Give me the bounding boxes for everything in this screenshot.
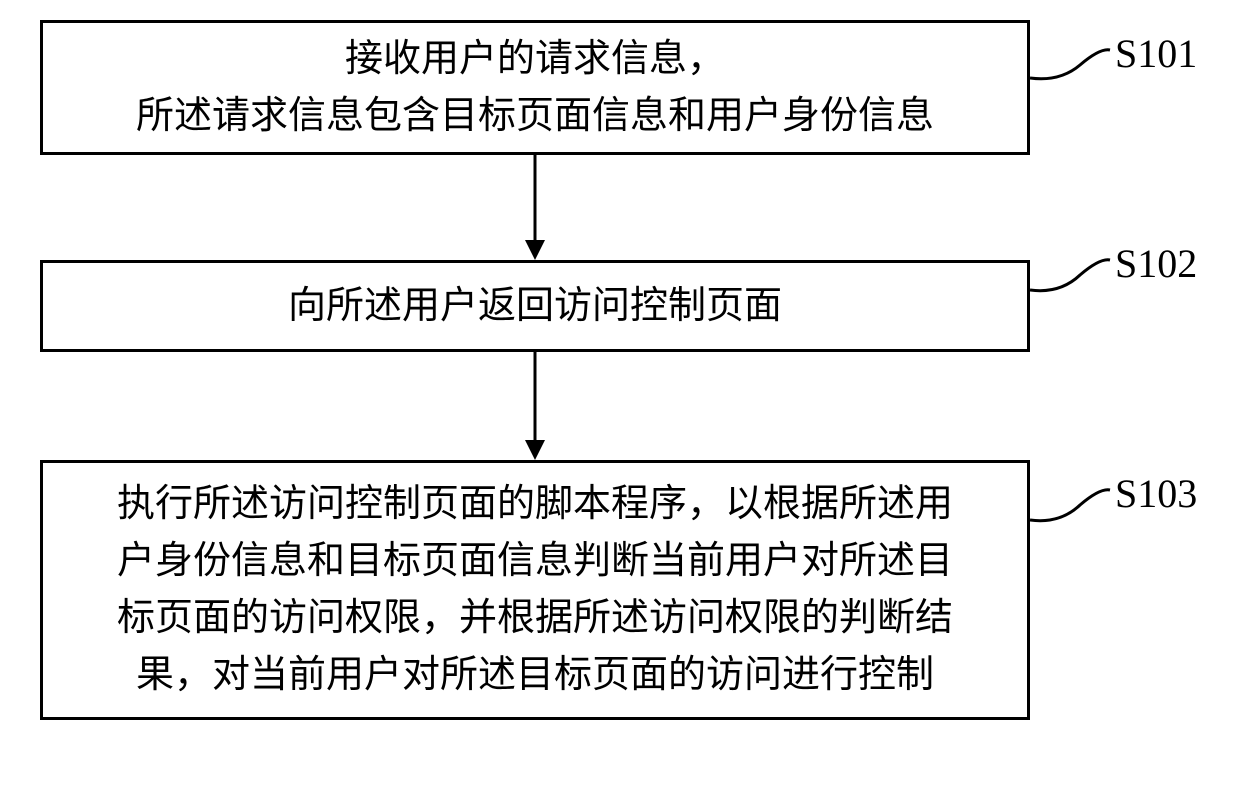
step-3-line-3: 标页面的访问权限，并根据所述访问权限的判断结 <box>117 590 953 647</box>
arrow-1 <box>520 155 550 263</box>
step-1-line-1: 接收用户的请求信息， <box>345 31 725 88</box>
step-3-line-2: 户身份信息和目标页面信息判断当前用户对所述目 <box>117 533 953 590</box>
step-1-line-2: 所述请求信息包含目标页面信息和用户身份信息 <box>136 88 934 145</box>
flowchart-step-1: 接收用户的请求信息， 所述请求信息包含目标页面信息和用户身份信息 <box>40 20 1030 155</box>
flowchart-step-3: 执行所述访问控制页面的脚本程序，以根据所述用 户身份信息和目标页面信息判断当前用… <box>40 460 1030 720</box>
step-2-line-1: 向所述用户返回访问控制页面 <box>288 278 782 335</box>
connector-curve-2 <box>1030 240 1115 300</box>
step-2-label: S102 <box>1115 240 1197 287</box>
connector-curve-3 <box>1030 470 1115 530</box>
flowchart-step-2: 向所述用户返回访问控制页面 <box>40 260 1030 352</box>
arrow-2 <box>520 352 550 460</box>
connector-curve-1 <box>1030 30 1115 90</box>
step-3-label: S103 <box>1115 470 1197 517</box>
step-3-line-4: 果，对当前用户对所述目标页面的访问进行控制 <box>136 647 934 704</box>
flowchart-container: 接收用户的请求信息， 所述请求信息包含目标页面信息和用户身份信息 S101 向所… <box>0 0 1239 786</box>
step-3-line-1: 执行所述访问控制页面的脚本程序，以根据所述用 <box>117 476 953 533</box>
step-1-label: S101 <box>1115 30 1197 77</box>
